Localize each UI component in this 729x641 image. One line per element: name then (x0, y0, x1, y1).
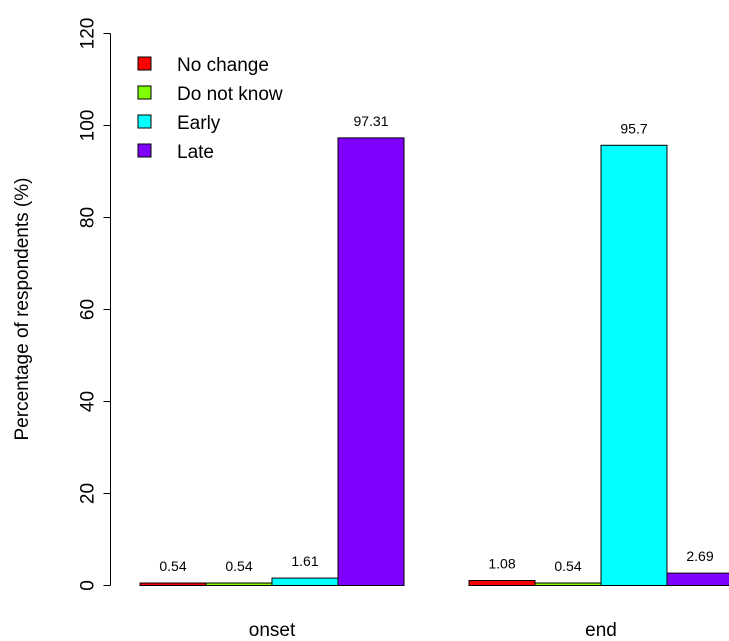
y-axis-label: Percentage of respondents (%) (12, 178, 33, 441)
data-label: 1.08 (488, 556, 515, 572)
y-tick-label: 120 (78, 18, 99, 50)
data-label: 0.54 (554, 558, 581, 574)
y-axis: 0 20 40 60 80 100 120 (78, 18, 111, 591)
legend-swatch (137, 114, 152, 129)
legend-swatch (137, 143, 152, 158)
legend-swatch (137, 56, 152, 71)
bar-late-onset (337, 137, 405, 586)
data-label: 0.54 (225, 558, 252, 574)
data-label: 1.61 (291, 553, 318, 569)
y-tick-label: 60 (78, 299, 99, 320)
data-label: 2.69 (686, 548, 713, 564)
y-tick-label: 100 (78, 110, 99, 142)
x-category-label: onset (249, 620, 296, 641)
bar-do-not-know-end (534, 582, 602, 586)
bar-late-end (666, 572, 729, 586)
legend: No change Do not know Early Late (137, 55, 283, 163)
legend-swatch (137, 85, 152, 100)
bar-do-not-know-onset (205, 582, 273, 586)
legend-label: No change (177, 55, 269, 76)
bars (139, 137, 729, 586)
x-category-label: end (585, 620, 617, 641)
legend-label: Late (177, 142, 214, 163)
data-label: 95.7 (620, 120, 647, 136)
legend-label: Early (177, 113, 221, 134)
data-label: 0.54 (159, 558, 186, 574)
category-labels: onset end (249, 620, 617, 641)
y-tick-label: 80 (78, 207, 99, 228)
y-tick-label: 0 (78, 580, 99, 591)
data-labels: 0.54 0.54 1.61 97.31 1.08 0.54 95.7 2.69 (159, 113, 713, 574)
y-tick-label: 40 (78, 391, 99, 412)
bar-early-onset (271, 577, 339, 586)
bar-early-end (600, 144, 668, 586)
data-label: 97.31 (353, 113, 388, 129)
legend-label: Do not know (177, 84, 283, 105)
bar-no-change-end (468, 580, 536, 586)
bar-no-change-onset (139, 582, 207, 586)
y-tick-label: 20 (78, 483, 99, 504)
